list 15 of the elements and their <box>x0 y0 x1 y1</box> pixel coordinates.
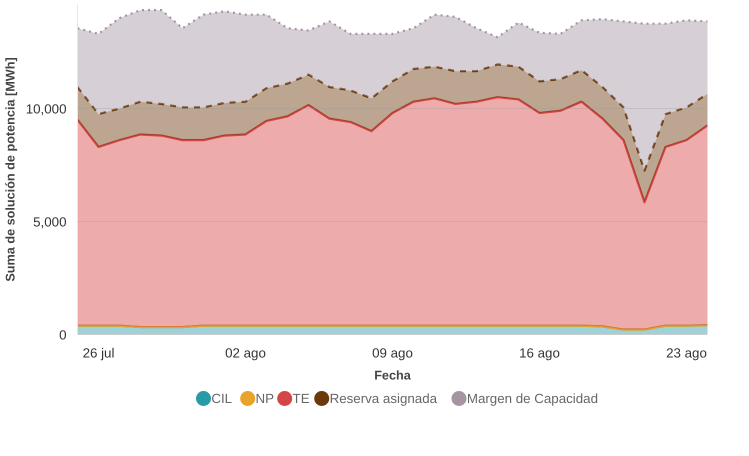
y-tick-label: 0 <box>59 328 67 342</box>
legend-label: TE <box>292 391 310 406</box>
legend-label: Margen de Capacidad <box>466 391 598 406</box>
x-tick-label: 26 jul <box>82 346 114 360</box>
legend-label: CIL <box>211 391 232 406</box>
y-tick-label: 5,000 <box>33 214 67 230</box>
legend-label: NP <box>256 391 274 406</box>
x-tick-label: 23 ago <box>666 346 707 360</box>
x-tick-label: 16 ago <box>519 346 560 360</box>
y-axis-title: Suma de solución de potencia [MWh] <box>4 57 18 282</box>
x-axis-title: Fecha <box>374 368 412 382</box>
x-tick-label: 09 ago <box>372 346 413 360</box>
legend-label: Reserva asignada <box>330 391 438 406</box>
y-tick-label: 10,000 <box>26 101 66 116</box>
x-tick-label: 02 ago <box>225 346 266 360</box>
